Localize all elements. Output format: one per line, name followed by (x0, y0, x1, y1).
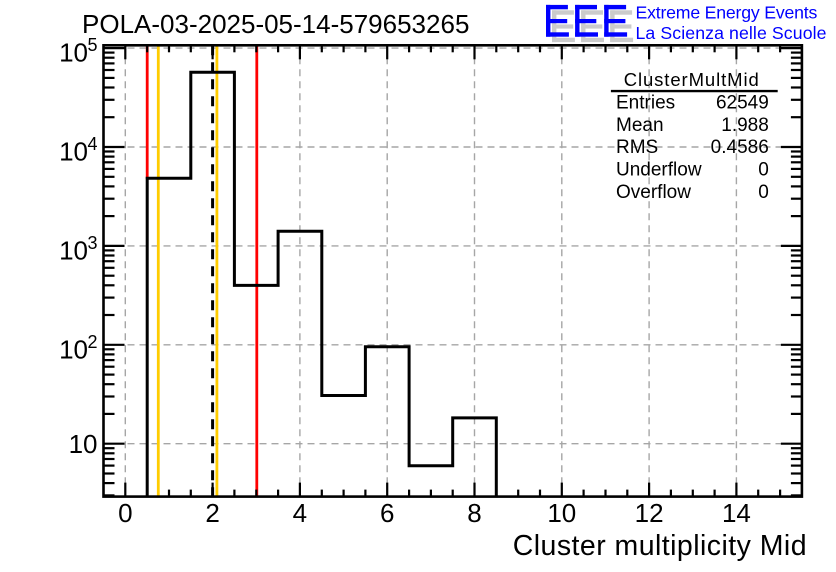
svg-text:1.988: 1.988 (721, 115, 769, 136)
svg-text:12: 12 (635, 498, 664, 528)
svg-text:Underflow: Underflow (616, 160, 702, 181)
svg-text:10: 10 (59, 236, 88, 266)
svg-text:14: 14 (722, 498, 751, 528)
svg-text:4: 4 (87, 134, 97, 154)
svg-text:2: 2 (205, 498, 219, 528)
svg-text:10: 10 (59, 334, 88, 364)
svg-text:0.4586: 0.4586 (711, 137, 769, 158)
svg-text:3: 3 (87, 233, 97, 253)
svg-text:4: 4 (293, 498, 307, 528)
svg-text:Overflow: Overflow (616, 182, 691, 203)
svg-text:2: 2 (87, 332, 97, 352)
svg-text:Cluster multiplicity Mid: Cluster multiplicity Mid (513, 530, 807, 562)
svg-text:10: 10 (59, 137, 88, 167)
svg-text:5: 5 (87, 35, 97, 55)
svg-text:6: 6 (380, 498, 394, 528)
svg-text:10: 10 (547, 498, 576, 528)
svg-text:0: 0 (758, 160, 769, 181)
svg-text:Extreme Energy Events: Extreme Energy Events (636, 3, 818, 23)
svg-text:0: 0 (758, 182, 769, 203)
svg-text:62549: 62549 (716, 93, 769, 114)
svg-text:POLA-03-2025-05-14-579653265: POLA-03-2025-05-14-579653265 (82, 9, 469, 39)
svg-text:8: 8 (467, 498, 481, 528)
svg-text:Entries: Entries (616, 93, 675, 114)
svg-text:Mean: Mean (616, 115, 664, 136)
svg-text:0: 0 (118, 498, 132, 528)
svg-text:10: 10 (69, 429, 98, 459)
svg-text:10: 10 (59, 38, 88, 68)
svg-text:RMS: RMS (616, 137, 658, 158)
svg-text:ClusterMultMid: ClusterMultMid (624, 69, 760, 90)
svg-text:La Scienza nelle Scuole: La Scienza nelle Scuole (636, 23, 827, 43)
